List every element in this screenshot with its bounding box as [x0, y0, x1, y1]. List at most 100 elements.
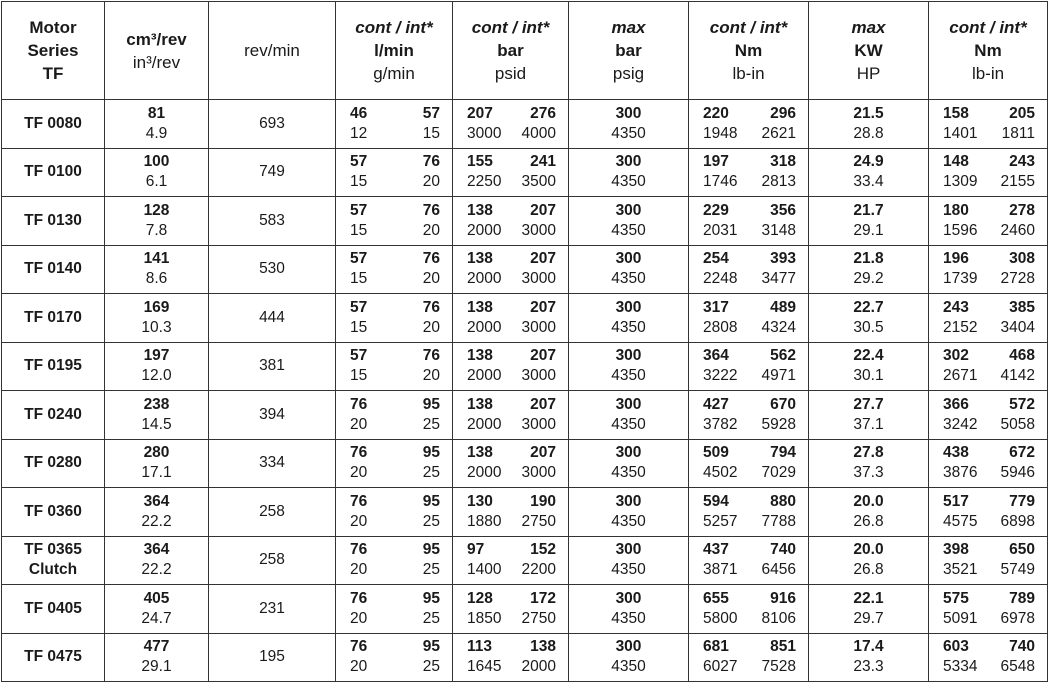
- cell-torque-2-int: 5749: [1000, 561, 1035, 579]
- cell-torque-imperial: 3871 6456: [689, 560, 808, 580]
- cell-torque-2-int: 6898: [1000, 512, 1035, 530]
- cell-torque-cont: 1948: [703, 124, 738, 142]
- cell-torque-cont: 2031: [703, 221, 738, 239]
- cell-pressure-diff-imperial: 1850 2750: [453, 609, 568, 629]
- cell-torque-int: 916: [770, 589, 796, 607]
- table-row: TF 0140 141 8.6 530 57 76 15 20 138 207 2000 3000 30…: [1, 244, 1048, 294]
- cell-torque-2-int: 468: [1009, 347, 1035, 365]
- cell-torque-metric: 681 851: [689, 637, 808, 657]
- cell-torque-2: 517 779 4575 6898: [928, 487, 1048, 537]
- cell-pressure-diff-int: 241: [530, 153, 556, 171]
- cell-power-metric: 21.7: [853, 201, 884, 219]
- cell-flow-cont: 20: [350, 609, 368, 627]
- cell-torque: 594 880 5257 7788: [688, 487, 809, 537]
- cell-torque-cont: 5800: [703, 609, 738, 627]
- cell-pressure-diff-int: 2750: [521, 609, 556, 627]
- cell-torque-2-cont: 243: [943, 298, 969, 316]
- cell-speed: 334: [208, 438, 336, 488]
- cell-torque-2-int: 6978: [1000, 609, 1035, 627]
- cell-torque-cont: 364: [703, 347, 729, 365]
- cell-power: 20.0 26.8: [808, 535, 929, 585]
- cell-power-metric: 21.8: [853, 250, 884, 268]
- cell-max-pressure-imperial: 4350: [611, 658, 646, 676]
- cell-displacement-imperial: 22.2: [141, 561, 172, 579]
- cell-pressure-diff-cont: 138: [467, 250, 493, 268]
- cell-torque-2-int: 385: [1009, 298, 1035, 316]
- cell-torque-int: 880: [770, 492, 796, 510]
- cell-displacement: 81 4.9: [104, 99, 209, 149]
- cell-pressure-diff-cont: 138: [467, 347, 493, 365]
- cell-torque-int: 7788: [761, 512, 796, 530]
- cell-flow-cont: 57: [350, 153, 368, 171]
- cell-torque-2-metric: 243 385: [929, 298, 1047, 318]
- cell-max-pressure: 300 4350: [568, 487, 689, 537]
- cell-torque-2: 158 205 1401 1811: [928, 99, 1048, 149]
- cell-torque-2-int: 308: [1009, 250, 1035, 268]
- cell-torque-int: 2813: [761, 173, 796, 191]
- cell-power: 24.9 33.4: [808, 147, 929, 197]
- cell-torque-metric: 364 562: [689, 346, 808, 366]
- cell-torque-cont: 5257: [703, 512, 738, 530]
- cell-max-pressure-imperial: 4350: [611, 609, 646, 627]
- cell-model: TF 0475: [1, 632, 105, 682]
- cell-displacement-metric: 364: [143, 541, 170, 559]
- cell-pressure-diff-cont: 207: [467, 104, 493, 122]
- cell-pressure-diff: 138 207 2000 3000: [452, 438, 569, 488]
- cell-power-metric: 27.7: [853, 395, 884, 413]
- cell-flow: 76 95 20 25: [335, 438, 453, 488]
- cell-torque-cont: 594: [703, 492, 729, 510]
- cell-displacement-metric: 81: [147, 104, 166, 122]
- cell-pressure-diff-int: 152: [530, 541, 556, 559]
- cell-flow-int: 95: [422, 638, 440, 656]
- cell-torque-2-metric: 196 308: [929, 249, 1047, 269]
- cell-torque-2-int: 2155: [1000, 173, 1035, 191]
- header-torque: cont / int* Nm lb-in: [688, 1, 809, 100]
- cell-pressure-diff-imperial: 2250 3500: [453, 172, 568, 192]
- cell-pressure-diff-int: 207: [530, 395, 556, 413]
- cell-pressure-diff-metric: 138 207: [453, 395, 568, 415]
- cell-displacement-imperial: 29.1: [141, 658, 172, 676]
- cell-displacement-imperial: 6.1: [145, 173, 168, 191]
- cell-torque-2-cont: 3242: [943, 415, 978, 433]
- cell-max-pressure: 300 4350: [568, 632, 689, 682]
- cell-torque-2-cont: 366: [943, 395, 969, 413]
- cell-max-pressure: 300 4350: [568, 584, 689, 634]
- header-flow: cont / int* l/min g/min: [335, 1, 453, 100]
- cell-flow-cont: 20: [350, 561, 368, 579]
- cell-displacement: 280 17.1: [104, 438, 209, 488]
- cell-torque-2-int: 243: [1009, 153, 1035, 171]
- cell-torque-2: 398 650 3521 5749: [928, 535, 1048, 585]
- cell-flow-int: 25: [422, 464, 440, 482]
- cell-pressure-diff-cont: 128: [467, 589, 493, 607]
- cell-flow-int: 20: [422, 173, 440, 191]
- cell-torque-2-cont: 438: [943, 444, 969, 462]
- cell-displacement-metric: 141: [143, 250, 170, 268]
- cell-max-pressure: 300 4350: [568, 341, 689, 391]
- cell-max-pressure-metric: 300: [615, 250, 642, 268]
- cell-torque-2-cont: 158: [943, 104, 969, 122]
- cell-flow: 76 95 20 25: [335, 632, 453, 682]
- table-row: TF 0405 405 24.7 231 76 95 20 25 128 172 1850 2750 3…: [1, 584, 1048, 634]
- cell-model: TF 0280: [1, 438, 105, 488]
- cell-torque-2-int: 3404: [1000, 318, 1035, 336]
- cell-torque-int: 794: [770, 444, 796, 462]
- cell-displacement-imperial: 17.1: [141, 464, 172, 482]
- cell-pressure-diff-cont: 1400: [467, 561, 502, 579]
- cell-power-imperial: 33.4: [853, 173, 884, 191]
- cell-model: TF 0240: [1, 390, 105, 440]
- cell-torque-cont: 4502: [703, 464, 738, 482]
- cell-flow-int: 95: [422, 541, 440, 559]
- cell-pressure-diff-int: 3500: [521, 173, 556, 191]
- model-name: TF 0140: [24, 260, 82, 278]
- cell-max-pressure-imperial: 4350: [611, 367, 646, 385]
- cell-torque-2-cont: 517: [943, 492, 969, 510]
- cell-pressure-diff-cont: 2000: [467, 270, 502, 288]
- cell-displacement-imperial: 12.0: [141, 367, 172, 385]
- cell-pressure-diff-metric: 130 190: [453, 492, 568, 512]
- cell-pressure-diff: 207 276 3000 4000: [452, 99, 569, 149]
- cell-torque: 197 318 1746 2813: [688, 147, 809, 197]
- cell-displacement-imperial: 10.3: [141, 318, 172, 336]
- cell-flow-int: 20: [422, 221, 440, 239]
- cell-pressure-diff-int: 3000: [521, 221, 556, 239]
- cell-pressure-diff-int: 2200: [521, 561, 556, 579]
